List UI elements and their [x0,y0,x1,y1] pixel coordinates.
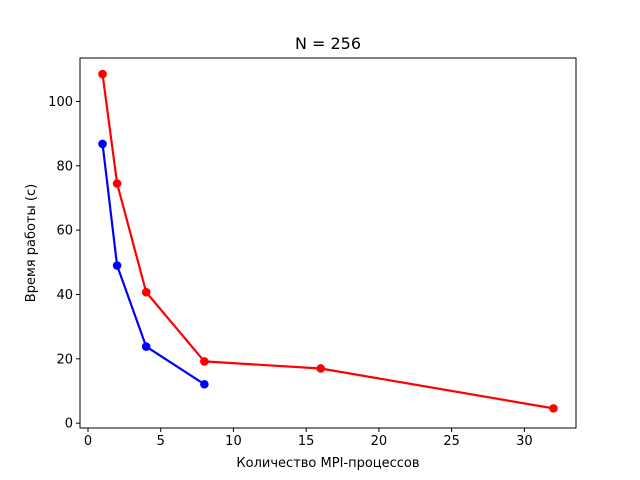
x-axis-label: Количество MPI-процессов [236,456,419,471]
x-tick-label: 10 [225,434,242,449]
series-layer [98,69,558,413]
x-tick-label: 15 [298,434,315,449]
chart-title: N = 256 [295,34,361,53]
y-axis-ticks: 0 20 40 60 80 100 [48,95,80,432]
y-tick-label: 20 [56,352,73,367]
series-1-point [112,261,122,270]
y-tick-label: 0 [65,417,73,432]
series-1-point [141,342,151,351]
plot-area [80,58,576,428]
series-2-point [112,179,122,188]
series-2-point [200,357,209,366]
x-tick-label: 0 [84,434,92,449]
y-tick-label: 60 [56,224,73,239]
series-2-point [549,404,558,413]
plot-frame [79,57,577,429]
x-tick-label: 20 [371,434,388,449]
series-1-point [200,379,209,389]
series-line-1 [101,143,205,386]
x-tick-label: 30 [516,434,533,449]
series-2-point [316,364,326,373]
x-axis-ticks: 0 5 10 15 20 25 30 [84,428,533,449]
y-axis-label: Время работы (с) [24,184,39,302]
series-2-point [141,287,151,297]
y-tick-label: 100 [48,95,73,110]
series-line-2 [101,73,554,410]
series-1-point [98,139,107,149]
series-2-point [98,69,107,79]
y-tick-label: 80 [56,159,73,174]
x-tick-label: 25 [443,434,460,449]
y-tick-label: 40 [56,288,73,303]
x-tick-label: 5 [157,434,165,449]
